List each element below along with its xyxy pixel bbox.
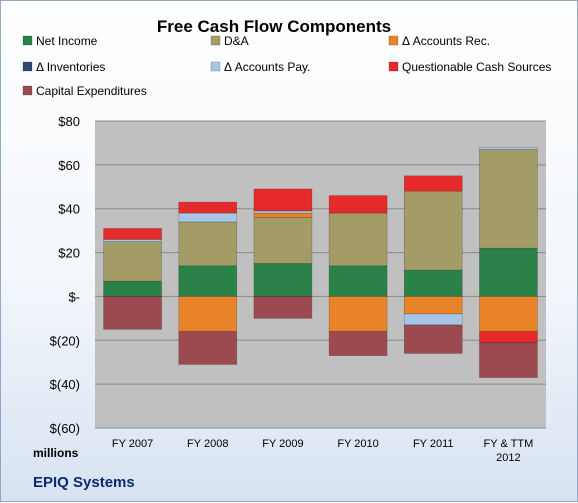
legend-swatch [22, 85, 33, 96]
plot-area: $80 $60 $40 $20 $- $(20) $(40) $(60) FY 2007 FY 2… [50, 114, 546, 464]
legend-swatch [22, 35, 33, 46]
bar-questionable-cash-sources [479, 331, 538, 343]
y-tick-label: $40 [58, 202, 80, 217]
bar-net-income [253, 263, 313, 297]
company-label: EPIQ Systems [33, 474, 135, 491]
legend-swatch [22, 61, 33, 72]
x-tick-label: FY & TTM 2012 [484, 438, 534, 464]
legend-item-accounts-rec: Δ Accounts Rec. [388, 34, 490, 48]
bar-questionable-cash-sources [403, 175, 463, 192]
bar-questionable-cash-sources [103, 228, 162, 240]
bar-net-income [178, 265, 238, 297]
bar-accounts-pay [178, 212, 238, 223]
bar-d-a [178, 221, 238, 267]
bar-d-a [253, 217, 313, 264]
chart-title: Free Cash Flow Components [157, 17, 391, 36]
x-tick-label: FY 2008 [187, 438, 228, 450]
bar-d-a [403, 190, 463, 271]
bar-net-income [403, 269, 463, 297]
bar-capital-expenditures [403, 324, 463, 354]
bar-capital-expenditures [479, 342, 538, 378]
bar-net-income [479, 247, 538, 297]
legend-item-d-a: D&A [210, 34, 249, 48]
bar-accounts-rec [328, 296, 388, 332]
x-tick-label: FY 2007 [112, 438, 153, 450]
bar-capital-expenditures [103, 296, 162, 330]
x-tick-label: FY 2009 [262, 438, 303, 450]
bar-net-income [328, 265, 388, 297]
unit-label: millions [33, 446, 79, 460]
bar-accounts-pay [103, 239, 162, 242]
legend-label: Δ Accounts Pay. [224, 60, 311, 74]
legend-item-capital-expenditures: Capital Expenditures [22, 84, 147, 98]
legend-swatch [210, 61, 221, 72]
bar-questionable-cash-sources [253, 188, 313, 212]
bar-capital-expenditures [328, 331, 388, 356]
bar-questionable-cash-sources [328, 195, 388, 214]
bar-capital-expenditures [178, 331, 238, 365]
bar-net-income [103, 280, 162, 297]
bar-accounts-rec [253, 212, 313, 218]
legend: Net Income D&A Δ Accounts Rec. Δ Inventorie… [22, 34, 551, 98]
y-tick-label: $(40) [50, 377, 80, 392]
legend-swatch [210, 35, 221, 46]
legend-label: D&A [224, 34, 249, 48]
legend-label: Δ Inventories [36, 60, 105, 74]
legend-swatch [388, 35, 399, 46]
bar-questionable-cash-sources [178, 201, 238, 214]
bar-d-a [328, 212, 388, 267]
bar-accounts-pay [479, 146, 538, 150]
y-tick-label: $(20) [50, 333, 80, 348]
y-tick-label: $20 [58, 246, 80, 261]
bar-accounts-rec [178, 296, 238, 332]
legend-swatch [388, 61, 399, 72]
plot-background [95, 121, 546, 428]
legend-label: Δ Accounts Rec. [402, 34, 490, 48]
bar-accounts-pay [403, 313, 463, 326]
bar-capital-expenditures [253, 296, 313, 319]
x-tick-label: FY 2011 [413, 438, 454, 450]
bar-d-a [479, 149, 538, 249]
legend-label: Capital Expenditures [36, 84, 147, 98]
legend-item-questionable-cash-sources: Questionable Cash Sources [388, 60, 551, 74]
legend-label: Questionable Cash Sources [402, 60, 551, 74]
legend-item-accounts-pay: Δ Accounts Pay. [210, 60, 311, 74]
y-tick-label: $(60) [50, 421, 80, 436]
legend-label: Net Income [36, 34, 98, 48]
bar-accounts-rec [479, 296, 538, 332]
x-tick-label: FY 2010 [337, 438, 378, 450]
y-tick-label: $- [68, 289, 80, 304]
y-tick-label: $80 [58, 114, 80, 129]
bar-accounts-rec [403, 296, 463, 315]
bar-d-a [103, 241, 162, 282]
y-tick-label: $60 [58, 158, 80, 173]
legend-item-inventories: Δ Inventories [22, 60, 105, 74]
legend-item-net-income: Net Income [22, 34, 98, 48]
